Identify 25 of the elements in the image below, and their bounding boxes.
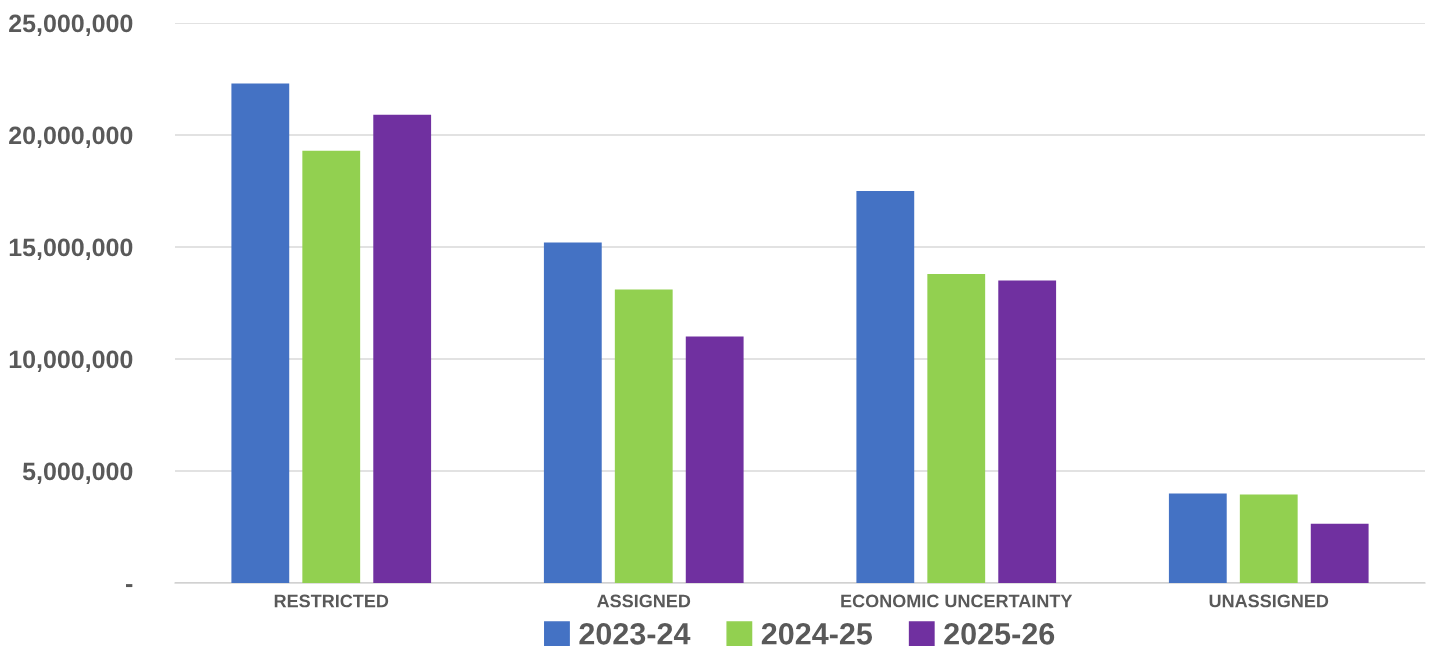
y-tick-label: 10,000,000 bbox=[9, 350, 133, 372]
y-tick-label: 15,000,000 bbox=[9, 238, 133, 260]
bar bbox=[1168, 493, 1227, 583]
bar bbox=[1310, 523, 1369, 583]
bar bbox=[1239, 494, 1298, 583]
x-tick-label: UNASSIGNED bbox=[1209, 594, 1329, 608]
bar bbox=[614, 289, 673, 583]
y-tick-label: 25,000,000 bbox=[9, 14, 133, 36]
x-tick-label: RESTRICTED bbox=[274, 594, 389, 608]
bar bbox=[998, 280, 1057, 583]
legend-label: 2023-24 bbox=[579, 623, 691, 645]
bar bbox=[373, 114, 432, 583]
bar bbox=[231, 83, 290, 583]
y-tick-label: - bbox=[125, 584, 133, 588]
x-tick-label: ASSIGNED bbox=[597, 594, 691, 608]
x-tick-label: ECONOMIC UNCERTAINTY bbox=[841, 594, 1073, 608]
bar bbox=[927, 273, 986, 583]
bar bbox=[685, 336, 744, 583]
bar bbox=[302, 150, 361, 583]
y-tick-label: 5,000,000 bbox=[22, 462, 133, 484]
legend-label: 2025-26 bbox=[944, 623, 1055, 645]
y-tick-label: 20,000,000 bbox=[9, 126, 133, 148]
legend-label: 2024-25 bbox=[761, 623, 873, 645]
bar bbox=[543, 242, 602, 583]
bar bbox=[856, 191, 915, 583]
